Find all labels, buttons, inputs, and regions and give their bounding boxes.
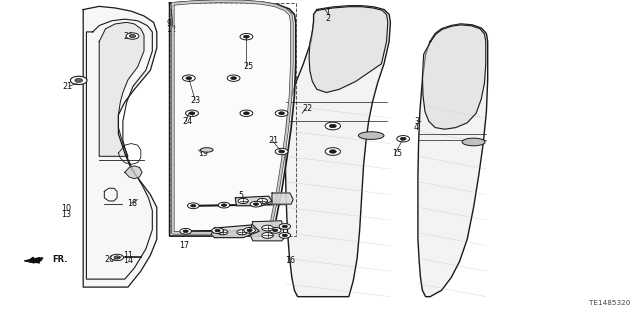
Circle shape — [215, 229, 220, 232]
Text: 4: 4 — [414, 123, 419, 132]
Circle shape — [262, 233, 273, 238]
Text: 18: 18 — [127, 199, 137, 208]
Polygon shape — [422, 25, 486, 129]
Polygon shape — [250, 221, 285, 241]
Text: 9: 9 — [166, 19, 172, 28]
Text: TE1485320: TE1485320 — [589, 300, 630, 306]
Text: 17: 17 — [214, 228, 225, 237]
Text: 26: 26 — [104, 256, 115, 264]
Circle shape — [282, 225, 287, 228]
Text: 3: 3 — [414, 117, 419, 126]
Text: 21: 21 — [269, 136, 279, 145]
Circle shape — [243, 35, 250, 38]
Text: 7: 7 — [238, 197, 243, 206]
Polygon shape — [285, 6, 390, 297]
Circle shape — [250, 201, 262, 207]
Ellipse shape — [462, 138, 485, 146]
Text: 25: 25 — [243, 62, 253, 70]
Circle shape — [269, 227, 281, 233]
Circle shape — [330, 124, 336, 128]
Ellipse shape — [200, 148, 213, 152]
Text: 12: 12 — [166, 25, 177, 34]
Circle shape — [279, 224, 291, 229]
Text: 10: 10 — [61, 204, 71, 213]
Ellipse shape — [358, 132, 384, 139]
Circle shape — [183, 230, 188, 233]
Text: 11: 11 — [124, 251, 134, 260]
Text: 15: 15 — [392, 149, 403, 158]
Circle shape — [279, 112, 285, 115]
Circle shape — [282, 234, 287, 237]
Circle shape — [325, 148, 340, 155]
Circle shape — [279, 233, 291, 238]
Circle shape — [238, 198, 248, 204]
Polygon shape — [236, 196, 272, 206]
Circle shape — [397, 136, 410, 142]
Circle shape — [257, 198, 268, 204]
Circle shape — [189, 112, 195, 115]
Circle shape — [70, 76, 87, 85]
Text: 8: 8 — [275, 228, 280, 237]
Text: 6: 6 — [275, 222, 280, 231]
Polygon shape — [272, 193, 293, 204]
Polygon shape — [83, 6, 157, 287]
Text: 14: 14 — [124, 256, 134, 265]
Text: 19: 19 — [198, 149, 209, 158]
Circle shape — [188, 203, 199, 209]
Circle shape — [221, 204, 227, 206]
Circle shape — [279, 150, 285, 153]
Circle shape — [111, 254, 124, 261]
Text: 16: 16 — [285, 256, 296, 265]
Text: 23: 23 — [191, 96, 201, 105]
Circle shape — [218, 230, 228, 235]
Circle shape — [212, 228, 223, 234]
Text: 5: 5 — [238, 191, 243, 200]
Circle shape — [273, 229, 278, 232]
Polygon shape — [170, 1, 296, 236]
Text: 1: 1 — [325, 8, 330, 17]
Text: 22: 22 — [302, 104, 312, 113]
Circle shape — [182, 75, 195, 81]
Text: 13: 13 — [61, 210, 71, 219]
Polygon shape — [309, 7, 388, 93]
Circle shape — [253, 203, 259, 205]
Circle shape — [180, 228, 191, 234]
Circle shape — [247, 229, 252, 232]
Text: FR.: FR. — [52, 255, 68, 264]
Circle shape — [401, 137, 406, 140]
Polygon shape — [24, 258, 42, 263]
Text: 2: 2 — [325, 14, 330, 23]
Circle shape — [114, 256, 120, 259]
Circle shape — [275, 110, 288, 116]
Circle shape — [231, 77, 237, 80]
Circle shape — [240, 33, 253, 40]
Circle shape — [186, 110, 198, 116]
Circle shape — [325, 122, 340, 130]
Text: 21: 21 — [63, 82, 73, 91]
Circle shape — [243, 112, 250, 115]
Text: 20: 20 — [124, 32, 134, 41]
Circle shape — [237, 230, 247, 235]
Circle shape — [227, 75, 240, 81]
Circle shape — [244, 227, 255, 233]
Circle shape — [126, 33, 139, 39]
Circle shape — [75, 78, 83, 82]
Circle shape — [129, 34, 136, 38]
Circle shape — [218, 202, 230, 208]
Circle shape — [191, 204, 196, 207]
Circle shape — [186, 77, 192, 80]
Circle shape — [262, 225, 273, 231]
Polygon shape — [125, 166, 142, 179]
Polygon shape — [418, 24, 488, 297]
Text: 17: 17 — [179, 241, 189, 250]
Polygon shape — [99, 22, 144, 156]
Circle shape — [275, 148, 288, 155]
Text: 16: 16 — [269, 197, 280, 205]
Polygon shape — [211, 225, 259, 238]
Circle shape — [330, 150, 336, 153]
Circle shape — [240, 110, 253, 116]
Text: 24: 24 — [182, 117, 193, 126]
